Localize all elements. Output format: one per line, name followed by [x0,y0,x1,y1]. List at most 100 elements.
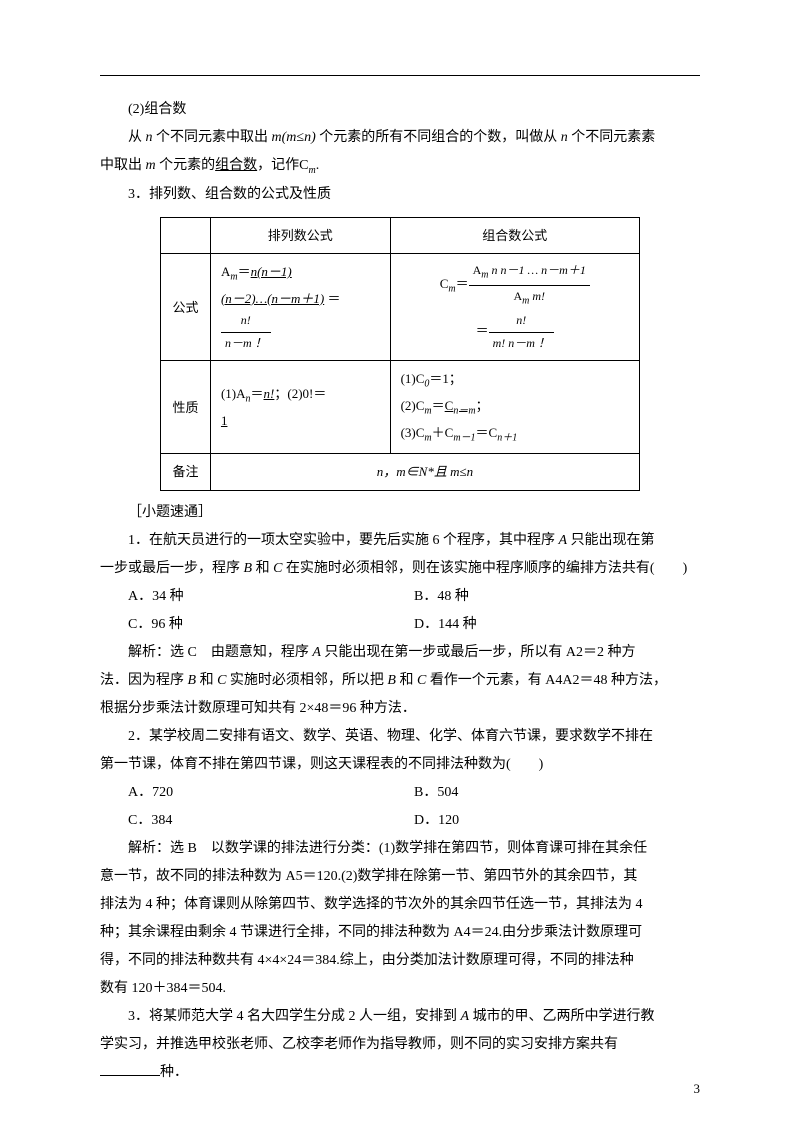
text: 和 [252,561,273,576]
text: (1)C [401,371,425,386]
var: C [417,673,426,688]
text: 3．将某师范大学 4 名大四学生分成 2 人一组，安排到 [128,1009,461,1024]
var: C [273,561,282,576]
table-cell-perm-formula: Am＝n(n－1) (n－2)…(n－m＋1) ＝ n! n－m ！ [210,254,390,361]
question-2-options-row2: C．384 D．120 [100,807,700,835]
underlined-formula: (n－2)…(n－m＋1) [221,291,324,306]
denominator: Am m! [469,286,590,310]
question-2-stem-line1: 2．某学校周二安排有语文、数学、英语、物理、化学、体育六节课，要求数学不排在 [100,723,700,751]
table-row-label: 公式 [161,254,211,361]
question-2-answer-line3: 排法为 4 种；体育课则从除第四节、数学选择的节次外的其余四节任选一节，其排法为… [100,891,700,919]
document-page: (2)组合数 从 n 个不同元素中取出 m(m≤n) 个元素的所有不同组合的个数… [0,0,800,1127]
option-d: D．144 种 [414,611,700,639]
section-heading-2: 3．排列数、组合数的公式及性质 [100,181,700,209]
underlined-term: 组合数 [215,158,257,173]
fraction: Am n n－1 … n－m＋1 Am m! [469,260,590,310]
text: ； [476,398,489,413]
table-cell-empty [161,217,211,253]
table-cell-note: n，m∈N*且 m≤n [210,454,639,490]
text: 个不同元素中取出 [153,130,272,145]
table-row-label: 性质 [161,361,211,454]
text: m! [529,289,545,303]
question-2-answer-line5: 得，不同的排法种数共有 4×4×24＝384.综上，由分类加法计数原理可得，不同… [100,947,700,975]
sub: m [424,406,431,417]
sub: n－m [453,406,475,417]
fraction: n! m! n－m ！ [489,310,554,354]
text: ；(2)0!＝ [274,386,326,401]
var-mn: m(m≤n) [272,130,316,145]
text: ＝ [251,386,264,401]
question-2-answer-line2: 意一节，故不同的排法种数为 A5＝120.(2)数学排在除第一节、第四节外的其余… [100,863,700,891]
text: ＝C [476,425,498,440]
text: (1)A [221,386,246,401]
text: 和 [196,673,217,688]
var: B [188,673,197,688]
option-a: A．34 种 [128,583,414,611]
var: A [312,645,321,660]
subscript: m [230,272,237,283]
text: ＝ [324,291,340,306]
question-1-options-row2: C．96 种 D．144 种 [100,611,700,639]
text: 看作一个元素，有 A4A2＝48 种方法， [426,673,667,688]
sub: m [424,432,431,443]
text: (2)C [401,398,425,413]
text: 只能出现在第一步或最后一步，所以有 A2＝2 种方 [321,645,636,660]
underlined-value: 1 [221,413,228,428]
denominator: n－m ！ [221,333,271,355]
var-n: n [561,130,568,145]
table-header-perm: 排列数公式 [210,217,390,253]
fill-blank [100,1062,160,1076]
question-2-stem-line2: 第一节课，体育不排在第四节课，则这天课程表的不同排法种数为( ) [100,751,700,779]
table-cell-comb-property: (1)C0＝1； (2)Cm＝Cn－m； (3)Cm＋Cm－1＝Cn＋1 [390,361,639,454]
table-row-note: 备注 n，m∈N*且 m≤n [161,454,640,490]
text: 个不同元素素 [568,130,656,145]
table-cell-comb-formula: Cm＝ Am n n－1 … n－m＋1 Am m! ＝ n! m! n－m ！ [390,254,639,361]
definition-paragraph-2: 中取出 m 个元素的组合数，记作Cm. [100,152,700,181]
text: 城市的甲、乙两所中学进行教 [469,1009,655,1024]
text: ＝ [238,264,251,279]
var: C [217,673,226,688]
var: B [387,673,396,688]
option-c: C．96 种 [128,611,414,639]
table-header-comb: 组合数公式 [390,217,639,253]
text: ＝ [456,276,469,291]
question-1-stem: 1．在航天员进行的一项太空实验中，要先后实施 6 个程序，其中程序 A 只能出现… [100,527,700,555]
quiz-header: ［小题速通］ [100,499,700,527]
fraction: n! n－m ！ [221,310,271,354]
table-row-label: 备注 [161,454,211,490]
text: n n－1 … n－m＋1 [489,263,586,277]
option-b: B．48 种 [414,583,700,611]
underlined-formula: n! [264,386,275,401]
page-number: 3 [694,1081,701,1097]
text: 从 [128,130,146,145]
text: A [473,263,482,277]
table-header-row: 排列数公式 组合数公式 [161,217,640,253]
text: 和 [396,673,417,688]
text: A [513,289,522,303]
top-divider [100,75,700,76]
text: . [316,158,320,173]
numerator: Am n n－1 … n－m＋1 [469,260,590,285]
text: ，记作C [257,158,308,173]
option-d: D．120 [414,807,700,835]
text: 种． [160,1065,188,1080]
text: ＝1； [429,371,462,386]
text: 1．在航天员进行的一项太空实验中，要先后实施 6 个程序，其中程序 [128,533,559,548]
numerator: n! [221,310,271,333]
definition-paragraph-1: 从 n 个不同元素中取出 m(m≤n) 个元素的所有不同组合的个数，叫做从 n … [100,124,700,152]
text: 中取出 [100,158,146,173]
question-1-answer-line2: 法．因为程序 B 和 C 实施时必须相邻，所以把 B 和 C 看作一个元素，有 … [100,667,700,695]
question-3-stem-line3: 种． [100,1059,700,1087]
text: 解析：选 C 由题意知，程序 [128,645,312,660]
question-3-stem-line2: 学实习，并推选甲校张老师、乙校李老师作为指导教师，则不同的实习安排方案共有 [100,1031,700,1059]
table-row-formula: 公式 Am＝n(n－1) (n－2)…(n－m＋1) ＝ n! n－m ！ Cm… [161,254,640,361]
denominator: m! n－m ！ [489,333,554,355]
underlined-formula: Cn－m [445,398,476,413]
var: B [244,561,253,576]
text: ＋C [432,425,454,440]
question-1-answer-line1: 解析：选 C 由题意知，程序 A 只能出现在第一步或最后一步，所以有 A2＝2 … [100,639,700,667]
option-c: C．384 [128,807,414,835]
var-m: m [146,158,156,173]
text: ＝ [432,398,445,413]
question-1-answer-line3: 根据分步乘法计数原理可知共有 2×48＝96 种方法． [100,695,700,723]
